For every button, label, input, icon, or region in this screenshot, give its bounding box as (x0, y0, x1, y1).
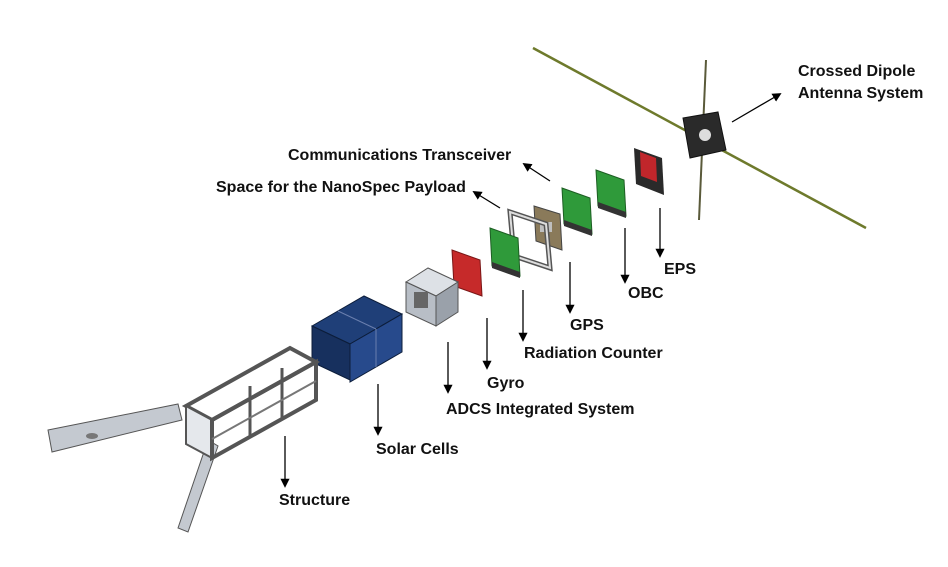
structure-frame (47, 345, 321, 533)
label-structure: Structure (279, 492, 351, 509)
eps-board (634, 148, 664, 195)
label-antenna-line1: Crossed Dipole (798, 63, 916, 80)
antenna-assembly (532, 46, 867, 230)
label-eps: EPS (664, 261, 697, 278)
label-radiation: Radiation Counter (524, 345, 663, 362)
solar-cells (310, 295, 404, 383)
gps-board (561, 187, 593, 236)
arrow-antenna (731, 93, 782, 123)
label-comms: Communications Transceiver (288, 147, 512, 164)
arrow-comms (522, 163, 551, 182)
label-antenna-line2: Antenna System (798, 85, 924, 102)
obc-board (595, 169, 627, 218)
gyro-board (451, 249, 483, 297)
label-nanospec: Space for the NanoSpec Payload (216, 179, 466, 196)
label-solar: Solar Cells (376, 441, 459, 458)
label-gps: GPS (570, 317, 604, 334)
label-obc: OBC (628, 285, 664, 302)
radiation-counter-board (489, 227, 521, 278)
label-adcs: ADCS Integrated System (446, 401, 635, 418)
antenna-hub (699, 129, 711, 141)
arrows (280, 93, 782, 488)
adcs-unit (404, 267, 460, 327)
arrow-nanospec (472, 191, 501, 209)
label-gyro: Gyro (487, 375, 525, 392)
